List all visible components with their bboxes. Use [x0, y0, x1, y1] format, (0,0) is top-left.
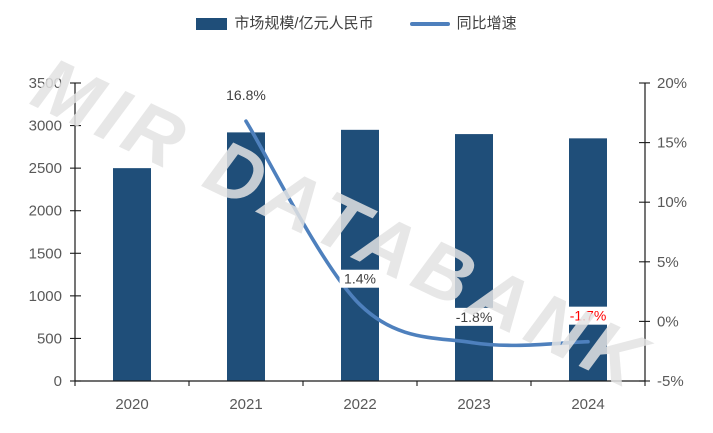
data-label-2023: -1.8%: [456, 309, 493, 325]
data-label-box-2022: [339, 269, 381, 288]
left-axis-label-2000: 2000: [29, 203, 62, 220]
right-axis-label-15%: 15%: [657, 135, 687, 152]
right-axis-label-0%: 0%: [657, 313, 679, 330]
left-axis-label-3000: 3000: [29, 118, 62, 135]
data-label-2022: 1.4%: [344, 271, 376, 287]
bar-2021: [227, 132, 265, 381]
legend: 市场规模/亿元人民币 同比增速: [0, 16, 713, 31]
x-axis-label-2021: 2021: [229, 396, 262, 413]
right-axis-label-10%: 10%: [657, 194, 687, 211]
x-axis-label-2024: 2024: [571, 396, 604, 413]
right-axis-label--5%: -5%: [657, 373, 684, 390]
x-axis-label-2023: 2023: [457, 396, 490, 413]
left-axis-label-0: 0: [54, 373, 62, 390]
data-label-box-2024: [563, 306, 613, 325]
line-series-swatch-icon: [409, 21, 450, 26]
left-axis-label-1000: 1000: [29, 288, 62, 305]
x-axis-label-2020: 2020: [115, 396, 148, 413]
left-axis-label-2500: 2500: [29, 160, 62, 177]
line-series-label: 同比增速: [456, 15, 517, 32]
data-label-box-2023: [449, 307, 499, 326]
left-axis-label-1500: 1500: [29, 245, 62, 262]
bar-series-label: 市场规模/亿元人民币: [234, 15, 374, 32]
data-label-2021: 16.8%: [226, 87, 266, 103]
bar-series-swatch-icon: [196, 17, 228, 30]
left-axis-label-500: 500: [37, 330, 62, 347]
bar-2022: [341, 129, 379, 381]
right-axis-label-20%: 20%: [657, 75, 687, 92]
bar-2024: [569, 138, 607, 381]
bar-2020: [113, 168, 151, 381]
left-axis-label-3500: 3500: [29, 75, 62, 92]
legend-item-growth-rate: 同比增速: [409, 15, 517, 32]
right-axis-label-5%: 5%: [657, 254, 679, 271]
data-label-2024: -1.7%: [570, 308, 607, 324]
growth-line: [244, 119, 590, 348]
data-label-box-2021: [221, 86, 271, 105]
legend-item-market-size: 市场规模/亿元人民币: [196, 15, 374, 32]
x-axis-label-2022: 2022: [343, 396, 376, 413]
